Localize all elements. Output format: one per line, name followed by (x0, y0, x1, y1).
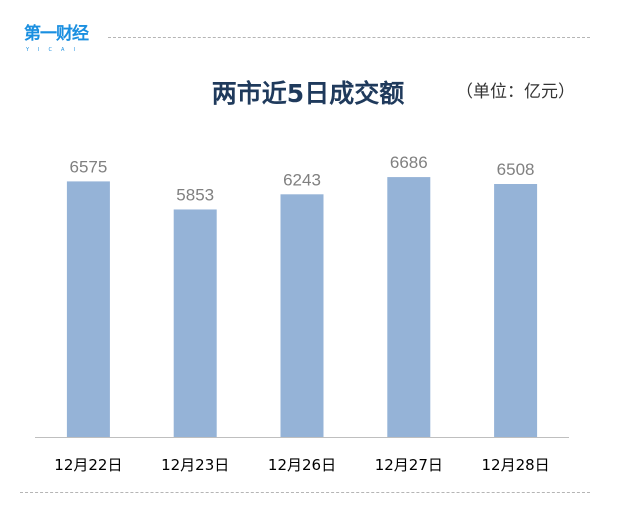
chart-title: 两市近5日成交额 (211, 79, 405, 108)
data-label: 6243 (283, 170, 321, 189)
x-tick-label: 12月26日 (268, 456, 336, 474)
x-tick-label: 12月28日 (482, 456, 550, 474)
bar (387, 177, 431, 437)
data-label: 6575 (69, 157, 107, 176)
data-label: 6686 (390, 153, 428, 172)
logo: 第一财经 (24, 24, 89, 44)
bottom-divider (20, 492, 590, 493)
x-tick-label: 12月23日 (161, 456, 229, 474)
logo-sub: YICAI (26, 47, 84, 53)
data-label: 5853 (176, 185, 214, 204)
bar (494, 184, 538, 437)
x-tick-label: 12月22日 (54, 456, 122, 474)
unit-label: （单位：亿元） (456, 82, 575, 102)
bar (173, 209, 217, 437)
top-divider (108, 37, 590, 38)
bar (280, 194, 324, 437)
x-tick-label: 12月27日 (375, 456, 443, 474)
bar (66, 181, 110, 437)
data-label: 6508 (497, 160, 535, 179)
